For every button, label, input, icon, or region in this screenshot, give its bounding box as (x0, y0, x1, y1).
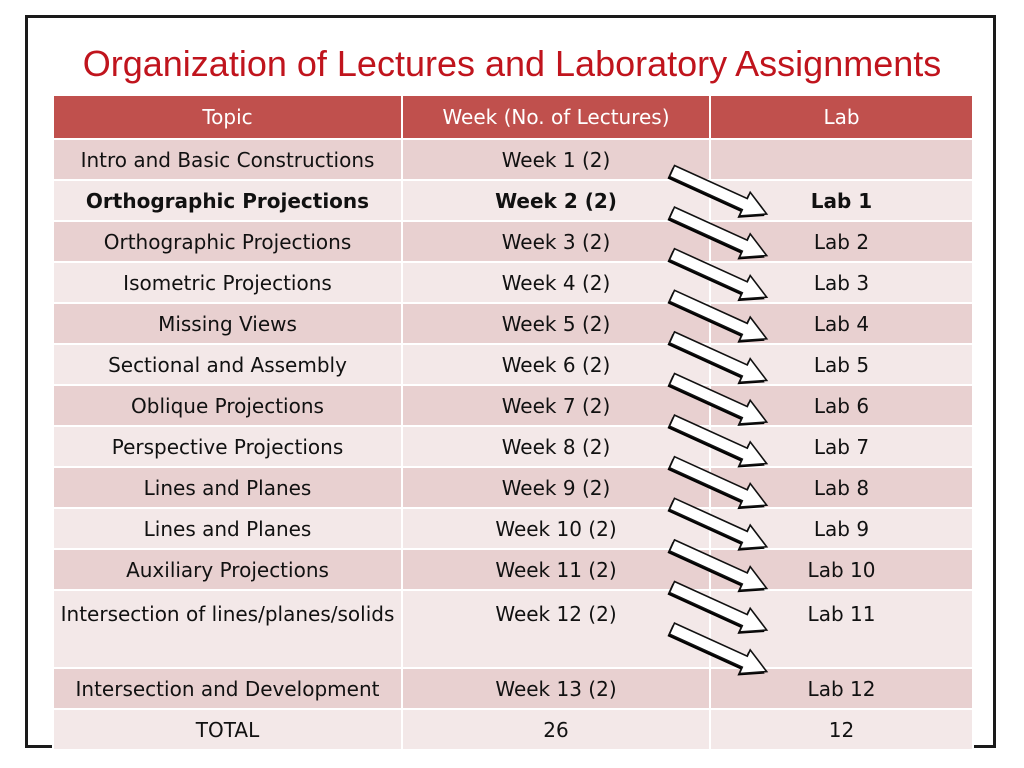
cell-week: Week 5 (2) (401, 302, 711, 345)
table-row: Missing Views Week 5 (2) Lab 4 (52, 302, 974, 345)
cell-lab: Lab 3 (709, 261, 974, 304)
cell-week: Week 4 (2) (401, 261, 711, 304)
cell-lab: Lab 9 (709, 507, 974, 550)
cell-lab (709, 138, 974, 181)
cell-lab: Lab 12 (709, 667, 974, 710)
cell-lab: Lab 6 (709, 384, 974, 427)
cell-topic: Orthographic Projections (52, 179, 403, 222)
cell-topic: Missing Views (52, 302, 403, 345)
table-row-total: TOTAL 26 12 (52, 708, 974, 751)
table-row: Orthographic Projections Week 2 (2) Lab … (52, 179, 974, 222)
table-row: Lines and Planes Week 10 (2) Lab 9 (52, 507, 974, 550)
cell-topic: Lines and Planes (52, 507, 403, 550)
table-header-row: Topic Week (No. of Lectures) Lab (52, 94, 974, 140)
table-row: Intersection and Development Week 13 (2)… (52, 667, 974, 710)
cell-week: Week 10 (2) (401, 507, 711, 550)
cell-topic: Orthographic Projections (52, 220, 403, 263)
cell-week: Week 1 (2) (401, 138, 711, 181)
cell-lab: Lab 11 (709, 589, 974, 669)
table-row: Perspective Projections Week 8 (2) Lab 7 (52, 425, 974, 468)
cell-topic: Intersection of lines/planes/solids (52, 589, 403, 669)
cell-topic: Sectional and Assembly (52, 343, 403, 386)
cell-lab: Lab 5 (709, 343, 974, 386)
cell-week: Week 6 (2) (401, 343, 711, 386)
table-row: Sectional and Assembly Week 6 (2) Lab 5 (52, 343, 974, 386)
table-row: Intro and Basic Constructions Week 1 (2) (52, 138, 974, 181)
cell-week: 26 (401, 708, 711, 751)
cell-topic: Lines and Planes (52, 466, 403, 509)
cell-week: Week 13 (2) (401, 667, 711, 710)
cell-week: Week 8 (2) (401, 425, 711, 468)
cell-lab: Lab 10 (709, 548, 974, 591)
cell-topic: Intro and Basic Constructions (52, 138, 403, 181)
cell-topic: Perspective Projections (52, 425, 403, 468)
table-row: Orthographic Projections Week 3 (2) Lab … (52, 220, 974, 263)
header-lab: Lab (709, 94, 974, 140)
table-row: Isometric Projections Week 4 (2) Lab 3 (52, 261, 974, 304)
cell-topic: Oblique Projections (52, 384, 403, 427)
cell-week: Week 9 (2) (401, 466, 711, 509)
cell-week: Week 2 (2) (401, 179, 711, 222)
header-week: Week (No. of Lectures) (401, 94, 711, 140)
cell-week: Week 12 (2) (401, 589, 711, 669)
slide-title: Organization of Lectures and Laboratory … (82, 43, 942, 84)
cell-lab: Lab 7 (709, 425, 974, 468)
cell-lab: 12 (709, 708, 974, 751)
cell-topic: TOTAL (52, 708, 403, 751)
header-topic: Topic (52, 94, 403, 140)
cell-topic: Isometric Projections (52, 261, 403, 304)
table-row: Auxiliary Projections Week 11 (2) Lab 10 (52, 548, 974, 591)
cell-lab: Lab 2 (709, 220, 974, 263)
cell-week: Week 11 (2) (401, 548, 711, 591)
cell-lab: Lab 8 (709, 466, 974, 509)
cell-week: Week 3 (2) (401, 220, 711, 263)
table-row: Oblique Projections Week 7 (2) Lab 6 (52, 384, 974, 427)
cell-week: Week 7 (2) (401, 384, 711, 427)
table-row: Intersection of lines/planes/solids Week… (52, 589, 974, 669)
table-row: Lines and Planes Week 9 (2) Lab 8 (52, 466, 974, 509)
schedule-table: Topic Week (No. of Lectures) Lab Intro a… (52, 94, 974, 751)
cell-lab: Lab 1 (709, 179, 974, 222)
cell-topic: Intersection and Development (52, 667, 403, 710)
cell-lab: Lab 4 (709, 302, 974, 345)
cell-topic: Auxiliary Projections (52, 548, 403, 591)
